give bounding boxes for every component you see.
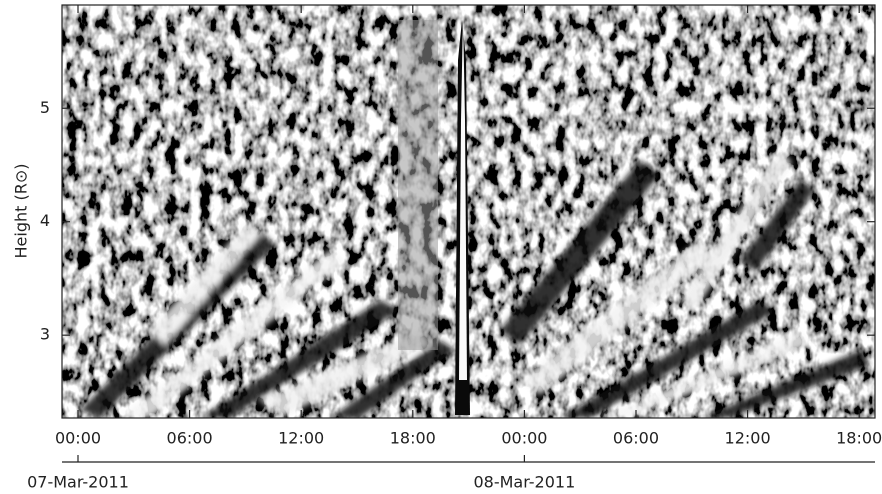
x-tick-label: 00:00 [501,429,547,448]
y-axis-label: Height (R⊙) [12,164,31,259]
chart: Height (R⊙) 3 4 5 00:00 06:00 12:00 18:00 00:00… [0,0,882,494]
x-tick-label: 12:00 [725,429,771,448]
y-tick-label: 3 [40,325,50,344]
x-tick-label: 06:00 [613,429,659,448]
y-tick-label: 5 [40,98,50,117]
date-label: 07-Mar-2011 [27,473,129,492]
x-tick-label: 12:00 [278,429,324,448]
date-label: 08-Mar-2011 [473,473,575,492]
x-tick-label: 00:00 [55,429,101,448]
x-tick-label: 18:00 [390,429,436,448]
height-time-image [62,5,875,418]
y-tick-label: 4 [40,211,50,230]
x-tick-label: 18:00 [836,429,882,448]
x-tick-label: 06:00 [167,429,213,448]
